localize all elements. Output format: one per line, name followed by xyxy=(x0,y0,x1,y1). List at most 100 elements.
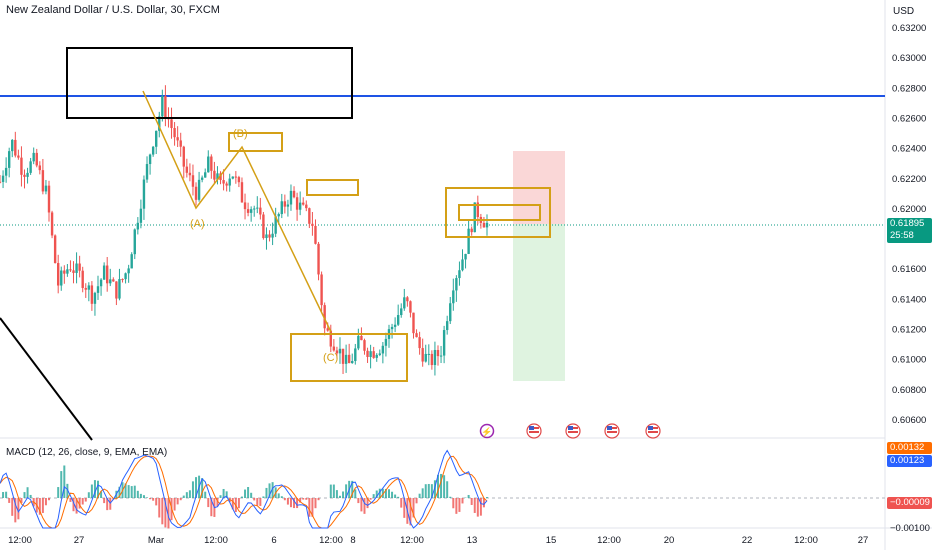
candle-body xyxy=(237,177,241,183)
signal-value-tag: 0.00123 xyxy=(887,455,932,467)
macd-histogram-bar xyxy=(391,491,394,498)
macd-histogram-bar xyxy=(152,498,155,501)
entry-inner-box[interactable] xyxy=(458,204,541,221)
candle-body xyxy=(124,273,127,280)
candle-body xyxy=(366,350,369,357)
macd-histogram-bar xyxy=(127,485,130,498)
candle-body xyxy=(90,285,94,304)
macd-histogram-bar xyxy=(256,498,259,506)
macd-value-tag: 0.00132 xyxy=(887,442,932,454)
macd-histogram-bar xyxy=(486,497,488,498)
macd-histogram-bar xyxy=(268,483,271,498)
macd-histogram-bar xyxy=(296,498,299,509)
candle-body xyxy=(194,186,198,200)
candle-body xyxy=(56,263,60,286)
candle-body xyxy=(338,348,342,354)
candle-body xyxy=(289,190,293,205)
candle-body xyxy=(403,297,406,309)
macd-histogram-bar xyxy=(146,497,149,498)
event-markers[interactable]: ⚡ xyxy=(479,423,661,439)
us-flag-icon[interactable] xyxy=(604,423,620,439)
candle-body xyxy=(204,172,207,178)
candle-body xyxy=(50,212,54,236)
lightning-icon[interactable]: ⚡ xyxy=(479,423,495,439)
candle-body xyxy=(106,265,109,284)
macd-histogram-bar xyxy=(48,498,51,501)
current-price-tag: 0.61895 25:58 xyxy=(887,218,932,243)
macd-histogram-bar xyxy=(470,498,473,505)
candle-body xyxy=(390,326,394,330)
macd-histogram-bar xyxy=(372,494,375,498)
candle-body xyxy=(256,207,259,209)
candle-body xyxy=(378,353,381,355)
candle-body xyxy=(458,270,461,279)
candle-body xyxy=(357,335,360,349)
candle-body xyxy=(228,178,231,186)
macd-histogram-bar xyxy=(133,485,136,498)
candle-body xyxy=(375,354,378,358)
candle-body xyxy=(295,197,299,210)
candle-body xyxy=(341,348,345,364)
candle-body xyxy=(130,254,133,269)
us-flag-icon[interactable] xyxy=(565,423,581,439)
time-tick-label: 6 xyxy=(271,535,276,546)
mid-zone-box[interactable] xyxy=(306,179,359,196)
macd-histogram-bar xyxy=(100,491,103,498)
us-flag-icon[interactable] xyxy=(645,423,661,439)
macd-histogram-bar xyxy=(253,498,256,501)
macd-indicator-label[interactable]: MACD (12, 26, close, 9, EMA, EMA) xyxy=(6,447,168,458)
macd-histogram-bar xyxy=(173,498,176,511)
macd-histogram-bar xyxy=(176,498,179,505)
macd-histogram-bar xyxy=(63,465,66,498)
wave-b-box[interactable] xyxy=(228,132,283,152)
price-tick-label: 0.60800 xyxy=(892,385,926,396)
macd-histogram-bar xyxy=(87,492,90,498)
candle-body xyxy=(216,173,219,180)
candle-body xyxy=(449,303,452,322)
wave-c-box[interactable] xyxy=(290,333,408,382)
candle-body xyxy=(41,170,45,192)
us-flag-icon[interactable] xyxy=(526,423,542,439)
take-profit-zone[interactable] xyxy=(513,224,565,381)
macd-histogram-bar xyxy=(11,498,14,516)
supply-zone-box[interactable] xyxy=(66,47,353,119)
macd-histogram-bar xyxy=(195,477,198,498)
macd-histogram-bar xyxy=(357,498,360,504)
candle-body xyxy=(265,234,268,239)
macd-histogram-bar xyxy=(421,488,424,498)
macd-histogram-bar xyxy=(75,498,78,514)
candle-body xyxy=(482,222,486,228)
macd-histogram-bar xyxy=(317,498,320,501)
macd-histogram-bar xyxy=(182,495,185,498)
macd-histogram-bar xyxy=(231,498,234,510)
macd-histogram-bar xyxy=(335,490,338,498)
candle-body xyxy=(78,263,81,271)
candle-body xyxy=(442,330,446,356)
macd-histogram-bar xyxy=(158,498,161,518)
macd-histogram-bar xyxy=(60,471,63,498)
macd-histogram-bar xyxy=(443,475,446,498)
time-tick-label: 12:00 xyxy=(8,535,32,546)
candle-body xyxy=(23,174,26,177)
time-tick-label: Mar xyxy=(148,535,164,546)
entry-zone-box[interactable] xyxy=(445,187,551,238)
candle-body xyxy=(372,351,375,358)
elliott-wave-path[interactable] xyxy=(142,90,332,333)
candle-body xyxy=(173,128,176,138)
candle-body xyxy=(210,156,213,171)
macd-histogram-bar xyxy=(329,484,332,498)
candle-body xyxy=(222,180,225,184)
candle-body xyxy=(384,338,388,346)
candle-body xyxy=(35,152,38,166)
candle-body xyxy=(4,167,8,176)
candle-body xyxy=(292,190,296,198)
candle-body xyxy=(17,155,20,158)
macd-histogram-bar xyxy=(299,498,302,503)
candle-body xyxy=(231,176,234,179)
trend-line[interactable] xyxy=(0,317,93,441)
candle-body xyxy=(87,285,91,290)
candle-body xyxy=(277,214,280,217)
time-tick-label: 20 xyxy=(664,535,675,546)
candle-body xyxy=(69,269,72,271)
